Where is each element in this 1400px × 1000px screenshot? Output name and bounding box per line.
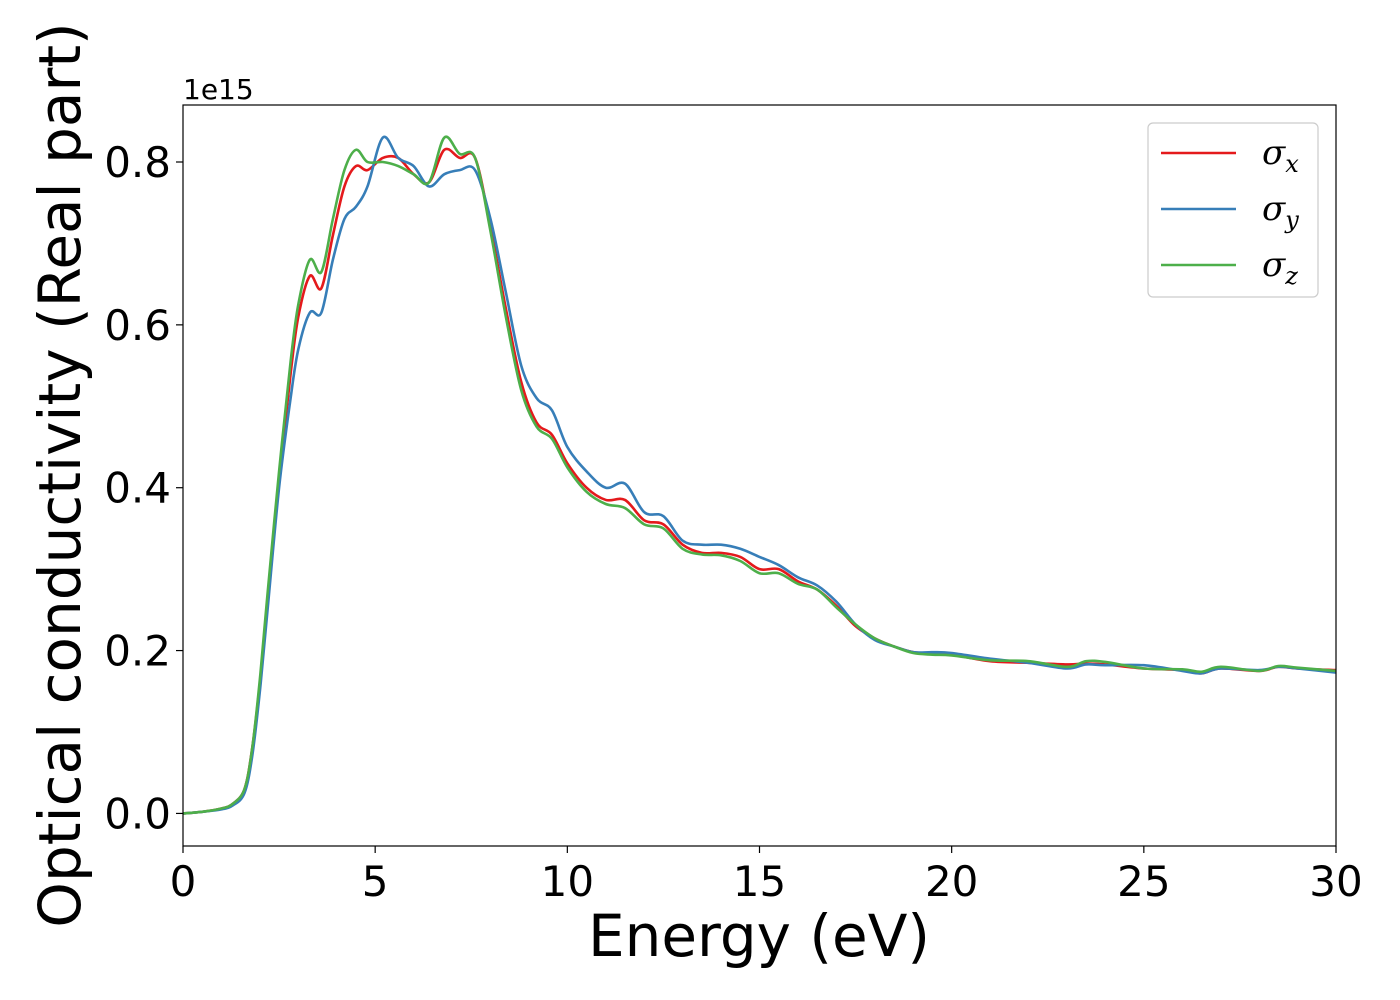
- x-tick-label: 15: [733, 857, 786, 906]
- y-axis: 0.0 0.2 0.4 0.6 0.8: [104, 138, 183, 838]
- x-axis: 0 5 10 15 20 25 30: [170, 846, 1363, 906]
- legend-label: σx: [1262, 133, 1299, 178]
- x-tick-label: 10: [541, 857, 594, 906]
- series-line: [183, 135, 1336, 815]
- x-axis-title: Energy (eV): [588, 902, 930, 970]
- y-offset-label: 1e15: [183, 73, 254, 106]
- x-tick-label: 20: [925, 857, 978, 906]
- x-tick-label: 5: [362, 857, 389, 906]
- legend-label: σz: [1262, 245, 1298, 290]
- x-tick-label: 0: [170, 857, 197, 906]
- y-tick-label: 0.6: [104, 301, 171, 350]
- y-tick-label: 0.0: [104, 789, 171, 838]
- y-tick-label: 0.8: [104, 138, 171, 187]
- legend-label: σy: [1262, 189, 1299, 234]
- y-tick-label: 0.2: [104, 627, 171, 676]
- y-axis-title: Optical conductivity (Real part): [26, 22, 94, 927]
- y-tick-label: 0.4: [104, 464, 171, 513]
- legend: σx σy σz: [1147, 122, 1319, 298]
- series-layer: [183, 135, 1336, 815]
- x-tick-label: 30: [1309, 857, 1362, 906]
- x-tick-label: 25: [1117, 857, 1170, 906]
- series-line: [183, 135, 1336, 815]
